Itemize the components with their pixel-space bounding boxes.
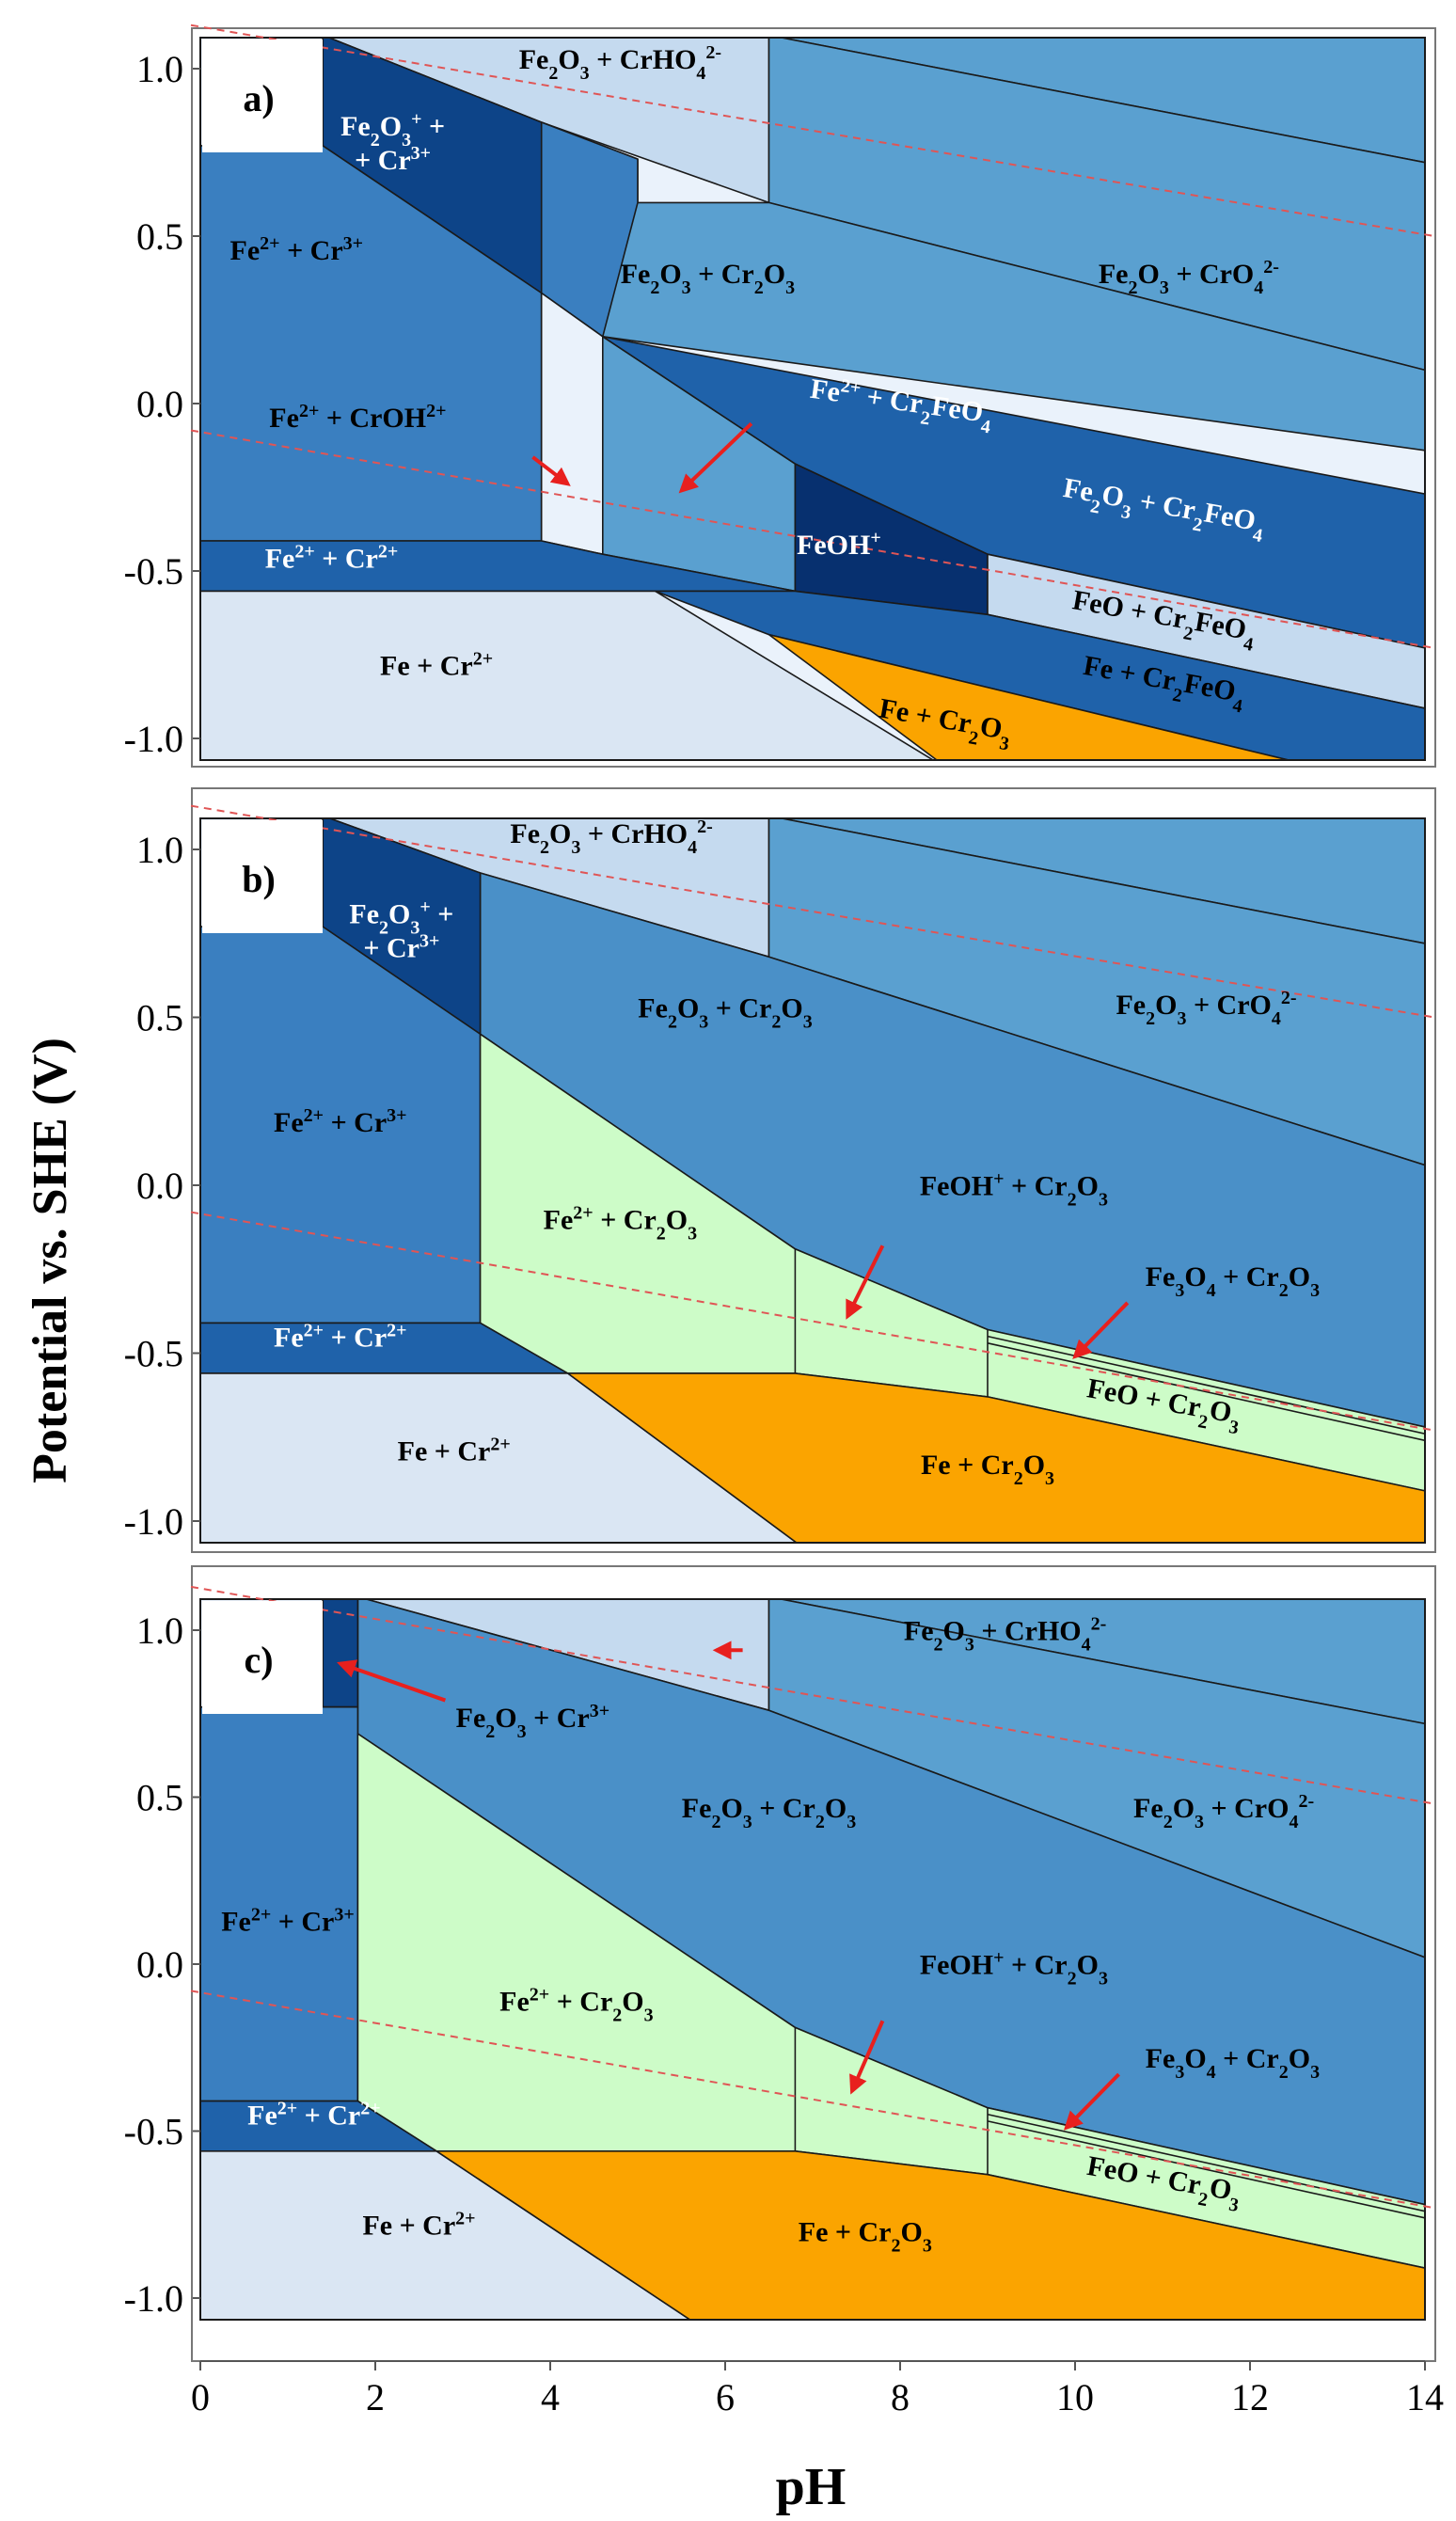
- region-label: Fe + Cr2+: [362, 2209, 475, 2242]
- boundary-line: [987, 2113, 1425, 2212]
- plot-border: [199, 1598, 1426, 2321]
- panel-a: a) 1.0 0.5 0.0 -0.5 -1.0 Fe2O3 + CrHO42- Fe2O3 …: [124, 24, 1436, 768]
- x-tick-label: 2: [366, 2376, 385, 2418]
- region-label: Fe2+ + Cr3+: [230, 233, 364, 266]
- stability-region: [200, 1372, 799, 1543]
- plot-area: [200, 1599, 1425, 2320]
- region-label: Fe2O3 + CrHO42-: [510, 817, 712, 858]
- region-label-line2: + Cr3+: [355, 143, 431, 176]
- pointer-arrow: [678, 421, 753, 494]
- y-tick-label: 0.0: [136, 1943, 183, 1986]
- pointer-arrow: [531, 455, 571, 486]
- boundary-line: [987, 2120, 1425, 2219]
- plot-border: [199, 37, 1426, 761]
- stability-region: [768, 1599, 1425, 1958]
- stability-region: [768, 818, 1425, 1166]
- region-label: Fe2+ + Cr2+: [247, 2098, 381, 2131]
- region-label: Fe2+ + Cr2+: [274, 1320, 407, 1353]
- region-label: Fe2O3 + CrO42-: [1099, 257, 1279, 298]
- x-tick-label: 6: [716, 2376, 735, 2418]
- region-label: Fe + Cr2+: [398, 1435, 511, 1467]
- y-tick-label: -1.0: [124, 2277, 183, 2320]
- y-tick-label: -1.0: [124, 1500, 183, 1543]
- x-tick-label: 0: [191, 2376, 210, 2418]
- region-label: Fe2O3+ +: [340, 109, 445, 151]
- y-axis-title: Potential vs. SHE (V): [24, 1038, 77, 1483]
- region-label: FeOH+ + Cr2O3: [920, 1169, 1108, 1211]
- region-label: Fe2+ + Cr2+: [265, 541, 399, 574]
- boundary-line: [987, 1342, 1425, 1442]
- x-tick-label: 14: [1406, 2376, 1444, 2418]
- region-label: Fe2O3 + CrHO42-: [519, 42, 721, 84]
- y-tick-label: -0.5: [124, 550, 183, 593]
- pointer-arrow: [1063, 2072, 1120, 2131]
- plot-area: [200, 38, 1425, 760]
- region-label: Fe2+ + CrOH2+: [269, 401, 446, 434]
- plot-area: [200, 818, 1425, 1543]
- y-tick-label: 1.0: [136, 1609, 183, 1652]
- x-tick-label: 4: [541, 2376, 560, 2418]
- pointer-arrow: [1072, 1301, 1130, 1359]
- x-tick-label: 10: [1056, 2376, 1094, 2418]
- pointer-arrow: [846, 1245, 885, 1320]
- x-axis: 0 2 4 6 8 10 12 14: [191, 2360, 1444, 2418]
- region-label: Fe2+ + Cr2O3: [499, 1985, 653, 2026]
- y-tick-label: -0.5: [124, 2111, 183, 2153]
- panel-tag: b): [242, 858, 276, 900]
- x-tick-label: 12: [1231, 2376, 1269, 2418]
- region-label: Fe2+ + Cr3+: [274, 1105, 407, 1138]
- region-label: Fe2+ + Cr3+: [221, 1905, 355, 1938]
- region-label: Fe + Cr2+: [380, 648, 493, 681]
- boundary-line: [987, 1335, 1425, 1435]
- region-label: FeOH+ + Cr2O3: [920, 1948, 1108, 1990]
- panel-tag-box: [202, 1601, 323, 1714]
- plot-border: [199, 817, 1426, 1544]
- region-label-line2: + Cr3+: [363, 931, 439, 964]
- region-label: Fe2O3 + Cr2O3: [682, 1793, 856, 1832]
- pointer-arrow: [337, 1659, 447, 1703]
- region-label: Fe2O3 + CrHO42-: [904, 1614, 1106, 1656]
- panel-tag-box: [202, 40, 323, 152]
- panel-tag: c): [244, 1639, 273, 1681]
- region-label: Fe2O3 + CrO42-: [1133, 1791, 1314, 1832]
- stability-region: [200, 590, 935, 760]
- panel-tag-box: [202, 820, 323, 933]
- y-tick-label: 1.0: [136, 829, 183, 871]
- y-tick-label: 0.5: [136, 997, 183, 1039]
- y-tick-label: -1.0: [124, 718, 183, 760]
- y-tick-label: 0.0: [136, 383, 183, 425]
- stability-region: [768, 38, 1425, 372]
- region-label: Fe2+ + Cr2FeO4: [807, 372, 994, 438]
- stability-region: [768, 633, 1292, 760]
- region-label: Fe + Cr2O3: [921, 1450, 1054, 1489]
- region-label: Fe2O3 + Cr3+: [456, 1701, 609, 1742]
- panel-b: b) 1.0 0.5 0.0 -0.5 -1.0 Fe2O3 + CrHO42- Fe2O3 …: [124, 787, 1436, 1553]
- stability-region: [200, 2150, 692, 2320]
- stability-region: [540, 292, 604, 556]
- region-label: Fe2O3 + Cr2O3: [621, 259, 795, 298]
- stability-region: [987, 553, 1425, 709]
- y-tick-label: -0.5: [124, 1333, 183, 1375]
- panel-tag: a): [243, 77, 274, 119]
- region-label: Fe2+ + Cr2O3: [544, 1202, 697, 1244]
- region-label: FeOH+: [797, 528, 881, 561]
- region-label: Fe3O4 + Cr2O3: [1146, 1261, 1320, 1301]
- region-label: Fe2O3+ +: [349, 897, 453, 939]
- panel-c: c) 1.0 0.5 0.0 -0.5 -1.0 Fe2O3 + CrHO42- Fe2O3 …: [124, 1565, 1436, 2362]
- region-label: Fe2O3 + Cr2O3: [638, 993, 812, 1033]
- region-label: Fe2O3 + CrO42-: [1116, 988, 1296, 1029]
- x-tick-label: 8: [891, 2376, 910, 2418]
- y-tick-label: 0.5: [136, 1777, 183, 1819]
- region-label: Fe3O4 + Cr2O3: [1146, 2043, 1320, 2083]
- y-tick-label: 1.0: [136, 48, 183, 90]
- region-label: Fe + Cr2O3: [799, 2217, 932, 2257]
- y-tick-label: 0.5: [136, 215, 183, 258]
- pointer-arrow: [849, 2020, 885, 2095]
- x-axis-title: pH: [776, 2458, 847, 2516]
- y-tick-label: 0.0: [136, 1165, 183, 1207]
